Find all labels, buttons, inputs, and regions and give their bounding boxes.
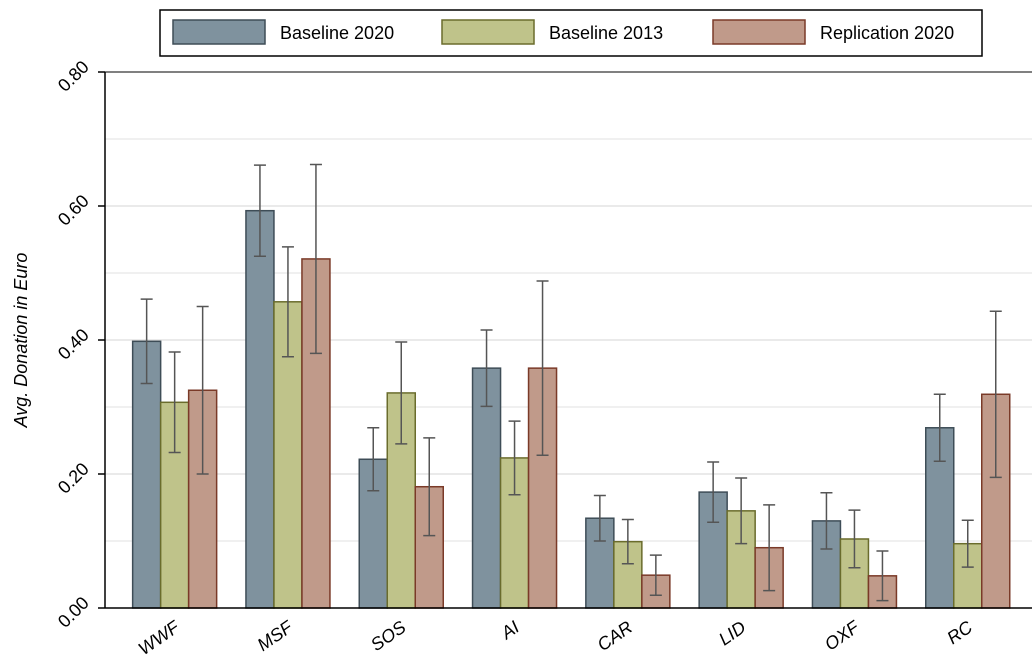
- error-bar: [763, 504, 776, 592]
- y-tick-label: 0.00: [54, 593, 93, 632]
- error-bar: [933, 393, 946, 463]
- error-bar: [649, 554, 662, 597]
- error-bar: [480, 329, 493, 408]
- error-bar: [196, 305, 209, 475]
- error-bar: [140, 298, 153, 385]
- x-tick-label: WWF: [135, 616, 184, 659]
- error-bar: [508, 420, 521, 496]
- x-tick-label: SOS: [367, 617, 410, 655]
- error-bar: [367, 427, 380, 492]
- bar: [499, 457, 530, 609]
- y-tick-label: 0.80: [54, 57, 93, 96]
- x-tick-label: CAR: [594, 617, 637, 655]
- y-tick-label: 0.40: [54, 325, 93, 364]
- error-bar: [961, 519, 974, 568]
- error-bar: [848, 509, 861, 569]
- x-tick-label: MSF: [254, 616, 297, 655]
- legend-swatch: [712, 19, 806, 45]
- error-bar: [281, 246, 294, 358]
- y-tick-label: 0.60: [54, 191, 93, 230]
- x-tick-label: OXF: [821, 616, 864, 654]
- legend-swatch: [172, 19, 266, 45]
- error-bar: [168, 351, 181, 454]
- error-bar: [536, 280, 549, 456]
- error-bar: [735, 477, 748, 545]
- bar: [187, 389, 218, 609]
- legend-box: [159, 9, 983, 57]
- error-bar: [707, 461, 720, 523]
- y-axis-title: Avg. Donation in Euro: [11, 253, 31, 429]
- error-bar: [876, 550, 889, 602]
- x-tick-label: AI: [497, 617, 523, 644]
- y-tick-label: 0.20: [54, 459, 93, 498]
- x-tick-label: LID: [715, 617, 749, 649]
- error-bar: [989, 310, 1002, 479]
- legend-label: Baseline 2020: [280, 23, 394, 43]
- error-bar: [621, 518, 634, 565]
- error-bar: [423, 437, 436, 537]
- error-bar: [395, 341, 408, 445]
- error-bar: [309, 163, 322, 355]
- error-bar: [820, 492, 833, 550]
- error-bar: [253, 164, 266, 257]
- legend-label: Replication 2020: [820, 23, 954, 43]
- legend-swatch: [441, 19, 535, 45]
- bar: [245, 209, 275, 609]
- legend-label: Baseline 2013: [549, 23, 663, 43]
- x-tick-label: RC: [943, 616, 977, 648]
- error-bar: [593, 494, 606, 542]
